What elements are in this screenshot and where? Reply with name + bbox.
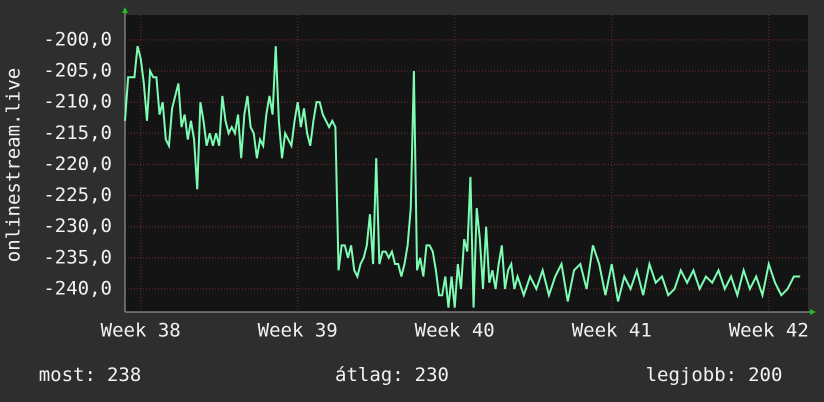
stat: átlag: 230	[335, 364, 449, 386]
stat-value: 200	[748, 364, 782, 386]
x-tick-label: Week 39	[258, 320, 338, 342]
x-tick-label: Week 40	[415, 320, 495, 342]
x-tick-label: Week 42	[729, 320, 809, 342]
y-tick-label: -230,0	[43, 215, 112, 237]
y-tick-label: -205,0	[43, 60, 112, 82]
axis-arrow	[810, 309, 816, 315]
axis-arrow	[122, 7, 128, 13]
plot-area	[125, 15, 808, 312]
stat: legjobb: 200	[646, 364, 783, 386]
y-tick-label: -200,0	[43, 28, 112, 50]
y-tick-label: -235,0	[43, 246, 112, 268]
stat-value: 230	[415, 364, 449, 386]
y-tick-label: -220,0	[43, 153, 112, 175]
x-tick-label: Week 38	[101, 320, 181, 342]
y-tick-label: -215,0	[43, 122, 112, 144]
stat-value: 238	[107, 364, 141, 386]
stat-label: legjobb:	[646, 364, 738, 386]
stat: most: 238	[39, 364, 142, 386]
y-axis-label: onlinestream.live	[3, 68, 25, 262]
stat-label: most:	[39, 364, 96, 386]
data-line	[124, 45, 801, 308]
y-tick-label: -240,0	[43, 277, 112, 299]
stat-label: átlag:	[335, 364, 404, 386]
x-tick-label: Week 41	[572, 320, 652, 342]
y-tick-label: -225,0	[43, 184, 112, 206]
y-tick-label: -210,0	[43, 91, 112, 113]
